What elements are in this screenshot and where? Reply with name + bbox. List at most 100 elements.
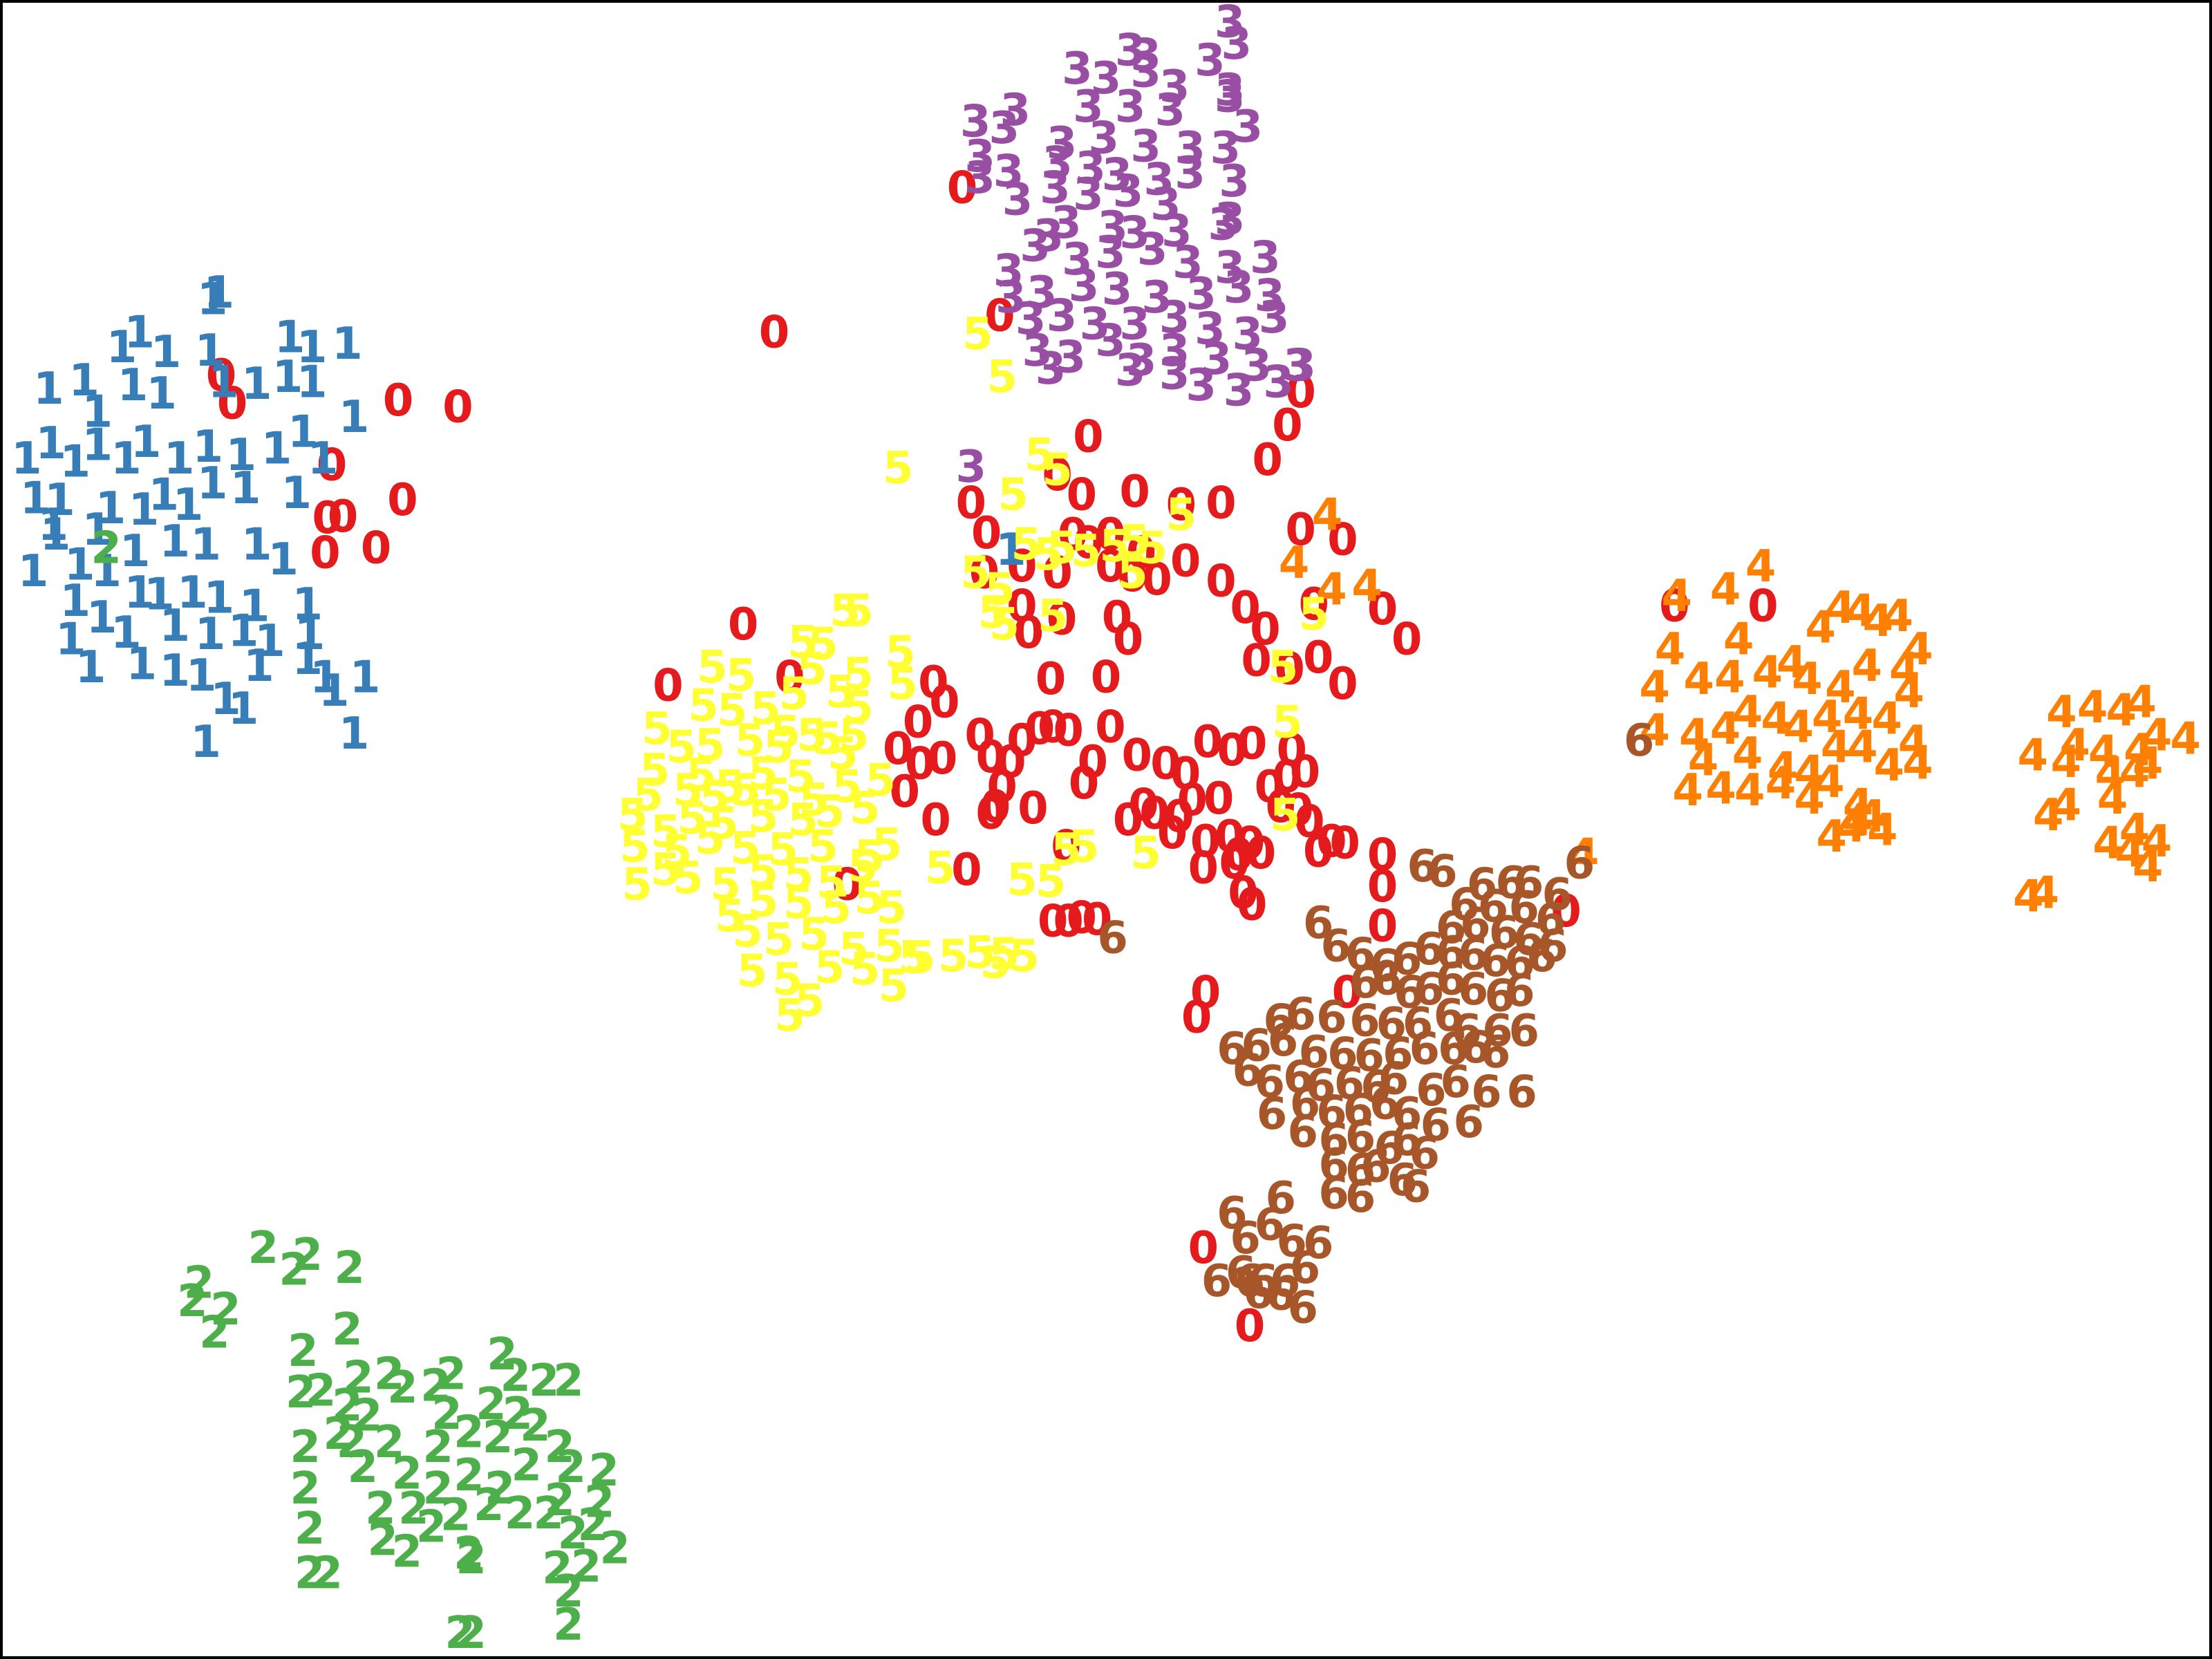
data-point-5: 5 bbox=[1137, 523, 1168, 574]
data-point-5: 5 bbox=[1130, 828, 1161, 879]
data-point-1: 1 bbox=[241, 359, 272, 410]
data-point-3: 3 bbox=[1159, 292, 1190, 344]
data-point-2: 2 bbox=[416, 1501, 447, 1553]
data-point-0: 0 bbox=[1367, 584, 1398, 635]
data-point-6: 6 bbox=[1217, 1188, 1248, 1239]
data-point-0: 0 bbox=[1095, 509, 1126, 561]
data-point-5: 5 bbox=[779, 669, 810, 720]
data-point-5: 5 bbox=[843, 682, 874, 733]
data-point-1: 1 bbox=[310, 653, 341, 704]
data-point-6: 6 bbox=[1349, 957, 1380, 1009]
data-point-6: 6 bbox=[1201, 1256, 1232, 1307]
data-point-2: 2 bbox=[487, 1329, 518, 1380]
data-point-4: 4 bbox=[1672, 765, 1703, 816]
data-point-0: 0 bbox=[1299, 579, 1330, 630]
data-point-4: 4 bbox=[1843, 795, 1874, 846]
data-point-1: 1 bbox=[126, 639, 158, 690]
data-point-0: 0 bbox=[1230, 583, 1261, 634]
data-point-6: 6 bbox=[1526, 931, 1557, 982]
data-point-2: 2 bbox=[279, 1244, 310, 1295]
data-point-6: 6 bbox=[1427, 846, 1458, 897]
data-point-5: 5 bbox=[830, 586, 861, 637]
data-point-6: 6 bbox=[1489, 908, 1520, 959]
data-point-2: 2 bbox=[553, 1600, 584, 1651]
data-point-6: 6 bbox=[1241, 1020, 1272, 1071]
data-point-6: 6 bbox=[1244, 1268, 1275, 1319]
data-point-2: 2 bbox=[444, 1608, 476, 1659]
data-point-4: 4 bbox=[1639, 662, 1670, 713]
data-point-3: 3 bbox=[1161, 206, 1192, 257]
data-point-0: 0 bbox=[1285, 367, 1316, 418]
data-point-5: 5 bbox=[735, 715, 766, 767]
data-point-0: 0 bbox=[442, 382, 474, 433]
data-point-2: 2 bbox=[553, 1566, 584, 1618]
data-point-0: 0 bbox=[1747, 581, 1779, 632]
data-point-1: 1 bbox=[350, 653, 381, 704]
data-point-5: 5 bbox=[1011, 520, 1042, 571]
data-point-5: 5 bbox=[1051, 825, 1082, 876]
data-point-6: 6 bbox=[1409, 1024, 1441, 1075]
data-point-6: 6 bbox=[1334, 1059, 1365, 1110]
data-point-1: 1 bbox=[11, 433, 42, 485]
data-point-2: 2 bbox=[533, 1488, 564, 1539]
data-point-3: 3 bbox=[1027, 268, 1058, 319]
data-point-6: 6 bbox=[1394, 968, 1425, 1019]
data-point-2: 2 bbox=[453, 1450, 485, 1501]
data-point-5: 5 bbox=[798, 910, 830, 961]
data-point-3: 3 bbox=[1130, 30, 1161, 82]
data-point-6: 6 bbox=[1451, 1006, 1482, 1057]
data-point-2: 2 bbox=[290, 1422, 321, 1473]
data-point-0: 0 bbox=[1053, 705, 1084, 756]
data-point-1: 1 bbox=[261, 423, 292, 474]
data-point-4: 4 bbox=[1683, 654, 1714, 705]
data-point-5: 5 bbox=[726, 650, 757, 702]
data-point-6: 6 bbox=[1360, 1142, 1391, 1193]
data-point-3: 3 bbox=[1073, 169, 1104, 221]
data-point-2: 2 bbox=[431, 1389, 462, 1440]
data-point-1: 1 bbox=[294, 609, 326, 660]
data-point-1: 1 bbox=[91, 546, 122, 597]
data-point-2: 2 bbox=[456, 1608, 487, 1659]
data-point-0: 0 bbox=[759, 307, 790, 358]
data-point-1: 1 bbox=[164, 433, 195, 485]
data-point-5: 5 bbox=[737, 946, 768, 997]
data-point-5: 5 bbox=[843, 586, 874, 637]
data-point-3: 3 bbox=[1062, 234, 1093, 285]
data-point-2: 2 bbox=[177, 1276, 208, 1327]
data-point-3: 3 bbox=[1141, 272, 1172, 324]
data-point-6: 6 bbox=[1318, 1168, 1349, 1219]
data-point-6: 6 bbox=[1436, 954, 1467, 1005]
data-point-0: 0 bbox=[1119, 467, 1150, 518]
data-point-5: 5 bbox=[876, 883, 907, 934]
data-point-6: 6 bbox=[1232, 1045, 1264, 1096]
data-point-3: 3 bbox=[1115, 25, 1146, 76]
data-point-1: 1 bbox=[160, 516, 191, 568]
data-point-4: 4 bbox=[2170, 713, 2201, 765]
data-point-3: 3 bbox=[964, 131, 995, 182]
data-point-2: 2 bbox=[440, 1490, 471, 1541]
data-point-5: 5 bbox=[821, 883, 852, 934]
data-point-6: 6 bbox=[1537, 921, 1568, 972]
data-point-3: 3 bbox=[1185, 360, 1217, 411]
data-point-5: 5 bbox=[816, 858, 847, 909]
data-point-1: 1 bbox=[35, 418, 66, 469]
data-point-0: 0 bbox=[1272, 400, 1303, 451]
data-point-4: 4 bbox=[1745, 541, 1777, 592]
data-point-5: 5 bbox=[872, 820, 903, 871]
data-point-4: 4 bbox=[1655, 624, 1686, 675]
data-point-4: 4 bbox=[2059, 720, 2090, 771]
data-point-4: 4 bbox=[2051, 737, 2082, 788]
data-point-0: 0 bbox=[383, 375, 414, 427]
data-point-5: 5 bbox=[854, 832, 885, 883]
data-point-0: 0 bbox=[1122, 730, 1153, 781]
data-point-0: 0 bbox=[1006, 541, 1038, 592]
data-point-1: 1 bbox=[120, 526, 151, 577]
data-point-4: 4 bbox=[2092, 818, 2124, 870]
data-point-3: 3 bbox=[1215, 65, 1246, 116]
data-point-3: 3 bbox=[1020, 221, 1051, 272]
data-point-3: 3 bbox=[1095, 227, 1126, 279]
data-point-0: 0 bbox=[1128, 780, 1159, 831]
data-point-0: 0 bbox=[984, 290, 1015, 341]
data-point-2: 2 bbox=[352, 1391, 383, 1442]
